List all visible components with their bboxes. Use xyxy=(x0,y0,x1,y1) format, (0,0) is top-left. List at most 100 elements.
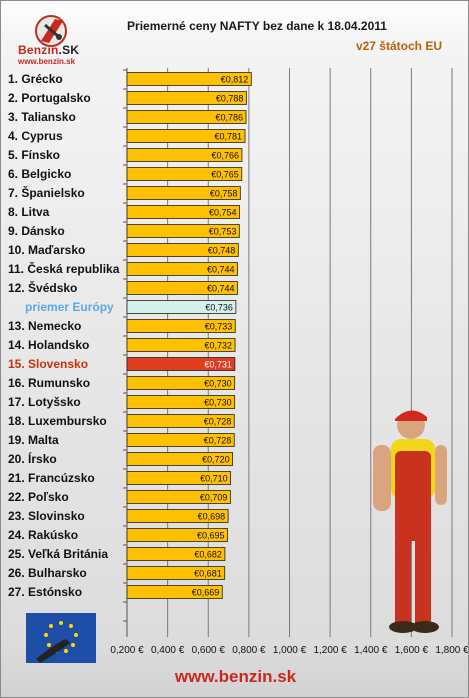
x-tick-label: 1,200 € xyxy=(313,645,347,656)
x-tick-label: 0,200 € xyxy=(110,645,144,656)
bar xyxy=(126,566,226,580)
x-tick-label: 0,400 € xyxy=(151,645,185,656)
category-label: 14. Holandsko xyxy=(8,338,89,352)
bar-value-label: €0,669 xyxy=(192,588,220,598)
bar xyxy=(126,129,246,143)
bar xyxy=(126,395,236,409)
bar xyxy=(126,585,223,599)
category-label: 10. Maďarsko xyxy=(8,243,85,257)
bar xyxy=(126,490,231,504)
bar-value-label: €0,730 xyxy=(204,379,232,389)
bar xyxy=(126,243,239,257)
logo-text: Benzin.SK xyxy=(18,43,80,57)
category-label: 16. Rumunsko xyxy=(8,376,90,390)
bar-value-label: €0,748 xyxy=(208,246,236,256)
category-label: 1. Grécko xyxy=(8,72,63,86)
x-tick-label: 0,600 € xyxy=(192,645,226,656)
bar xyxy=(126,376,236,390)
mechanic-mascot-icon xyxy=(373,410,447,633)
bar-value-label: €0,753 xyxy=(209,227,237,237)
x-tick-label: 0,800 € xyxy=(232,645,266,656)
bar-value-label: €0,754 xyxy=(209,208,237,218)
bar xyxy=(126,167,243,181)
bar-value-label: €0,758 xyxy=(210,189,238,199)
bar xyxy=(126,319,236,333)
bar-value-label: €0,786 xyxy=(216,113,244,123)
x-tick-label: 1,000 € xyxy=(273,645,307,656)
category-labels: 1. Grécko 2. Portugalsko 3. Taliansko 4. Cy… xyxy=(8,72,120,599)
category-label: 19. Malta xyxy=(8,433,59,447)
chart-title: Priemerné ceny NAFTY bez dane k 18.04.20… xyxy=(127,19,387,33)
bar xyxy=(126,148,243,162)
category-label: 27. Estónsko xyxy=(8,585,82,599)
bar-value-label: €0,682 xyxy=(194,550,222,560)
category-label: 8. Litva xyxy=(8,205,50,219)
bar-value-label: €0,695 xyxy=(197,531,225,541)
bars: €0,812 €0,788 €0,786 €0,781 €0,766 €0,765 €0,7… xyxy=(126,72,252,599)
category-label: 6. Belgicko xyxy=(8,167,71,181)
bar-value-label: €0,698 xyxy=(198,512,226,522)
x-tick-label: 1,800 € xyxy=(435,645,469,656)
category-label: 20. Írsko xyxy=(8,451,57,466)
bar-value-label: €0,744 xyxy=(207,265,235,275)
category-label: 5. Fínsko xyxy=(8,148,60,162)
category-label: 21. Francúzsko xyxy=(8,471,95,485)
bar-value-label: €0,728 xyxy=(204,436,232,446)
bar-value-label: €0,681 xyxy=(194,569,222,579)
bar-value-label: €0,744 xyxy=(207,284,235,294)
grid-lines xyxy=(123,68,453,637)
bar-value-label: €0,766 xyxy=(211,151,239,161)
bar xyxy=(126,186,241,200)
category-label: 15. Slovensko xyxy=(8,357,88,371)
bar xyxy=(126,338,236,352)
bar xyxy=(126,414,235,428)
bar xyxy=(126,452,234,466)
bar-value-label: €0,710 xyxy=(200,474,228,484)
bar xyxy=(126,300,237,314)
chart-subtitle: v27 štátoch EU xyxy=(355,39,442,53)
bar xyxy=(126,110,247,124)
footer-url: www.benzin.sk xyxy=(174,667,297,686)
category-label: 3. Taliansko xyxy=(8,110,76,124)
category-label: 17. Lotyšsko xyxy=(8,395,81,409)
bar-value-label: €0,728 xyxy=(204,417,232,427)
category-label: 26. Bulharsko xyxy=(8,566,87,580)
bar-value-label: €0,732 xyxy=(205,341,233,351)
bar-value-label: €0,733 xyxy=(205,322,233,332)
bar-value-label: €0,765 xyxy=(211,170,239,180)
bar-value-label: €0,781 xyxy=(214,132,242,142)
bar xyxy=(126,528,228,542)
bar xyxy=(126,547,226,561)
category-label: 22. Poľsko xyxy=(8,490,69,504)
category-label: 4. Cyprus xyxy=(8,129,63,143)
bar-value-label: €0,788 xyxy=(216,94,244,104)
category-label: 25. Veľká Británia xyxy=(8,547,108,561)
bar xyxy=(126,224,240,238)
x-tick-label: 1,600 € xyxy=(395,645,429,656)
logo-url: www.benzin.sk xyxy=(18,57,76,66)
benzin-logo-icon xyxy=(35,15,67,47)
category-label: 7. Španielsko xyxy=(8,185,85,200)
bar xyxy=(126,281,238,295)
bar-value-label: €0,731 xyxy=(204,360,232,370)
bar xyxy=(126,205,240,219)
category-label: 2. Portugalsko xyxy=(8,91,91,105)
category-label: 18. Luxembursko xyxy=(8,414,107,428)
bar xyxy=(126,509,229,523)
category-label: 11. Česká republika xyxy=(8,261,120,276)
x-axis: 0,200 € 0,400 € 0,600 € 0,800 € 1,000 € 1,200… xyxy=(110,645,469,656)
category-label: 9. Dánsko xyxy=(8,224,65,238)
bar xyxy=(126,91,247,105)
bar-value-label: €0,730 xyxy=(204,398,232,408)
bar xyxy=(126,262,238,276)
bar xyxy=(126,471,231,485)
bar xyxy=(126,357,236,371)
category-label: 12. Švédsko xyxy=(8,280,77,295)
bar-value-label: €0,736 xyxy=(205,303,233,313)
x-tick-label: 1,400 € xyxy=(354,645,388,656)
category-label: 13. Nemecko xyxy=(8,319,81,333)
category-label: 23. Slovinsko xyxy=(8,509,85,523)
bar-value-label: €0,720 xyxy=(202,455,230,465)
